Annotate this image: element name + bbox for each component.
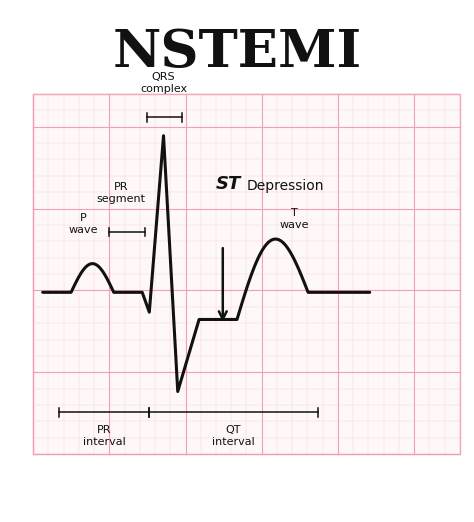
- Text: ST: ST: [216, 175, 241, 193]
- Bar: [33, 94, 460, 454]
- Text: NSTEMI: NSTEMI: [112, 27, 362, 78]
- Text: Depression: Depression: [246, 179, 324, 193]
- Text: QT
interval: QT interval: [212, 425, 255, 447]
- Text: PR
segment: PR segment: [96, 182, 146, 204]
- Text: P
wave: P wave: [68, 213, 98, 235]
- Text: T
wave: T wave: [279, 208, 309, 230]
- Text: QRS
complex: QRS complex: [140, 73, 187, 94]
- Text: PR
interval: PR interval: [83, 425, 126, 447]
